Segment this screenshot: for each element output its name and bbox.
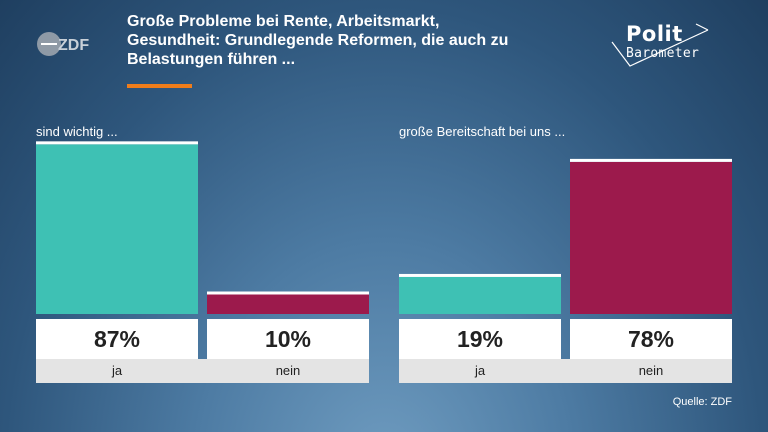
source-note: Quelle: ZDF <box>672 396 732 408</box>
politbarometer-logo-barometer: Barometer <box>626 46 700 61</box>
chart-2-category-ja: ja <box>474 363 486 378</box>
chart-2-bar-cap-nein <box>570 158 732 162</box>
chart-1-bar-nein <box>207 294 369 314</box>
headline-line-1: Große Probleme bei Rente, Arbeitsmarkt, <box>127 13 440 30</box>
headline-line-3: Belastungen führen ... <box>127 51 296 68</box>
zdf-logo-text: ZDF <box>58 37 89 54</box>
chart-2-title: große Bereitschaft bei uns ... <box>399 124 566 139</box>
headline: Große Probleme bei Rente, Arbeitsmarkt, … <box>127 12 587 69</box>
chart-1-category-nein: nein <box>275 363 301 378</box>
chart-1-bar-cap-ja <box>36 141 198 145</box>
chart-2-category-nein: nein <box>638 363 664 378</box>
chart-1-bar-cap-nein <box>207 291 369 295</box>
politbarometer-logo: Polit Barometer <box>608 22 720 70</box>
headline-line-2: Gesundheit: Grundlegende Reformen, die a… <box>127 32 509 49</box>
zdf-logo-icon: ZDF <box>37 32 89 56</box>
chart-2-value-nein: 78% <box>570 319 732 359</box>
chart-2-category-row <box>399 359 732 383</box>
chart-2-bar-ja <box>399 276 561 314</box>
chart-2-bar-cap-ja <box>399 273 561 277</box>
politbarometer-logo-polit: Polit <box>626 22 683 46</box>
headline-accent-bar <box>127 84 192 88</box>
zdf-logo: ZDF <box>36 30 92 58</box>
chart-1-title: sind wichtig ... <box>36 124 118 139</box>
chart-2-bar-nein <box>570 161 732 314</box>
chart-1-bar-ja <box>36 144 198 314</box>
chart-1-category-ja: ja <box>111 363 123 378</box>
chart-1-value-nein: 10% <box>207 319 369 359</box>
chart-2-value-ja: 19% <box>399 319 561 359</box>
chart-1-category-row <box>36 359 369 383</box>
chart-1-value-ja: 87% <box>36 319 198 359</box>
checkmark-icon <box>611 23 709 67</box>
